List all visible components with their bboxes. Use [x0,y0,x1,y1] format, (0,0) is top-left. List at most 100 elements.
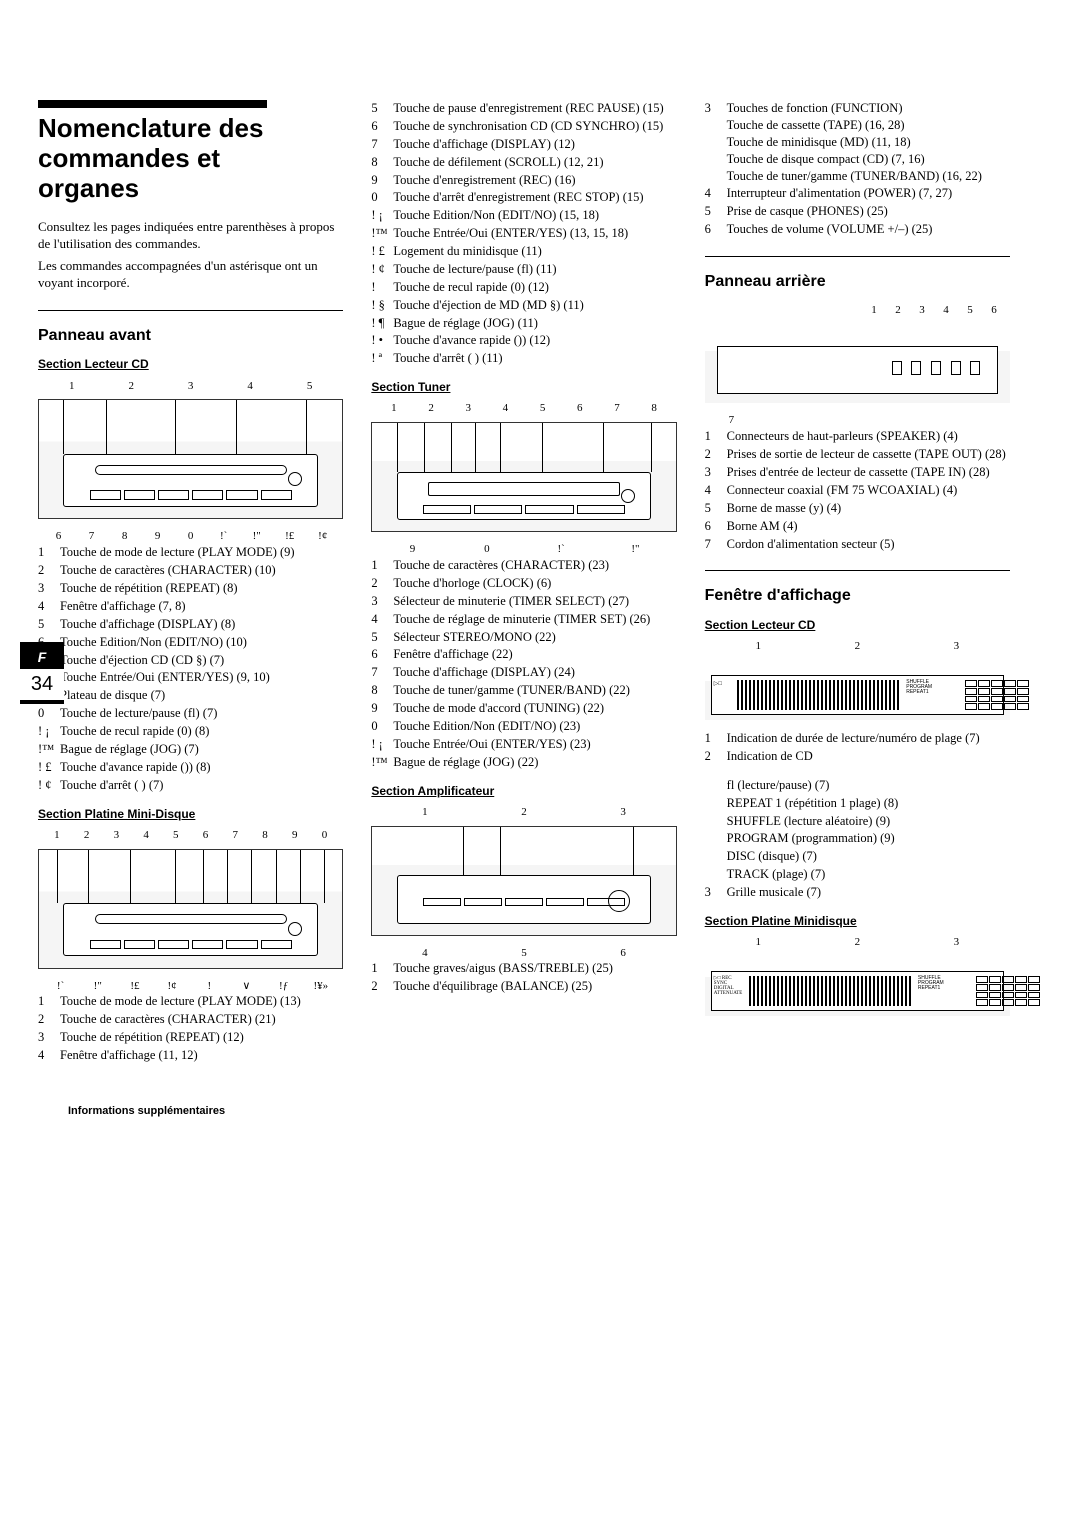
intro-text: Consultez les pages indiquées entre pare… [38,218,343,292]
ref-item: 3Sélecteur de minuterie (TIMER SELECT) (… [371,593,676,610]
ref-item: ! ¡Touche Edition/Non (EDIT/NO) (15, 18) [371,207,676,224]
page-columns: Nomenclature des commandes et organes Co… [38,100,1010,1076]
list-mini-disque: 1Touche de mode de lecture (PLAY MODE) (… [38,993,343,1064]
ref-item: 9Touche d'enregistrement (REC) (16) [371,172,676,189]
ref-item: 5Sélecteur STEREO/MONO (22) [371,629,676,646]
diagram-panneau-arriere [705,323,1010,403]
list-lecteur-cd: 1Touche de mode de lecture (PLAY MODE) (… [38,544,343,793]
page-lang: F [20,648,64,667]
ref-item: 6Borne AM (4) [705,518,1010,535]
tuner-top-callouts: 12345678 [371,401,676,416]
ref-item: ! ¶Bague de réglage (JOG) (11) [371,315,676,332]
ref-item: 8Touche de tuner/gamme (TUNER/BAND) (22) [371,682,676,699]
md-bottom-callouts: !`!"!£!¢!∨!ƒ!¥» [38,979,343,994]
ref-item: 2Touche de caractères (CHARACTER) (10) [38,562,343,579]
list-ampli-cont: 3Touches de fonction (FUNCTION)Touche de… [705,100,1010,238]
ref-item: !Touche de recul rapide (0) (12) [371,279,676,296]
ref-item: ! ¢Touche de lecture/pause (fl) (11) [371,261,676,278]
ref-item: 1Indication de durée de lecture/numéro d… [705,730,1010,747]
ref-item: 6Touches de volume (VOLUME +/–) (25) [705,221,1010,238]
heading-tuner: Section Tuner [371,379,676,395]
column-1: Nomenclature des commandes et organes Co… [38,100,343,1076]
ref-item: 3Touches de fonction (FUNCTION)Touche de… [705,100,1010,184]
disp-cd-callouts: 123 [705,639,1010,654]
page-tab: F 34 [20,642,64,704]
ref-item: 2Indication de CD [705,748,1010,765]
ref-item: 2Touche de caractères (CHARACTER) (21) [38,1011,343,1028]
page-footer: Informations supplémentaires [38,1104,1010,1119]
ref-item: 9Plateau de disque (7) [38,687,343,704]
diagram-display-md: ▷□ RECSYNC DIGITALATTENUATE SHUFFLEPROGR… [705,956,1010,1016]
ref-item: 4Interrupteur d'alimentation (POWER) (7,… [705,185,1010,202]
ref-item: 6Fenêtre d'affichage (22) [371,646,676,663]
ref-item: !™Bague de réglage (JOG) (22) [371,754,676,771]
rear-bottom-callouts: 7 [705,413,1010,428]
ref-item: 3Touche de répétition (REPEAT) (8) [38,580,343,597]
separator [705,256,1010,257]
ref-item: 7Touche d'affichage (DISPLAY) (24) [371,664,676,681]
cd-bottom-callouts: 67890!`!"!£!¢ [38,529,343,544]
display-cd-sublines: fl (lecture/pause) (7)REPEAT 1 (répétiti… [705,777,1010,883]
diagram-display-cd: ▷□ SHUFFLEPROGRAMREPEAT1 [705,660,1010,720]
ref-item: 5Prise de casque (PHONES) (25) [705,203,1010,220]
ref-item: 4Fenêtre d'affichage (7, 8) [38,598,343,615]
ref-item: ! ¡Touche de recul rapide (0) (8) [38,723,343,740]
heading-panneau-avant: Panneau avant [38,325,343,347]
ref-item: 6Touche de synchronisation CD (CD SYNCHR… [371,118,676,135]
cd-top-callouts: 12345 [38,379,343,394]
ref-item: 1Touche de caractères (CHARACTER) (23) [371,557,676,574]
md-top-callouts: 1234567890 [38,828,343,843]
ref-item: 0Touche de lecture/pause (fl) (7) [38,705,343,722]
heading-mini-disque: Section Platine Mini-Disque [38,806,343,822]
page-number: 34 [20,669,64,700]
ref-item: ! §Touche d'éjection de MD (MD §) (11) [371,297,676,314]
list-tuner: 1Touche de caractères (CHARACTER) (23)2T… [371,557,676,771]
ref-item: 4Fenêtre d'affichage (11, 12) [38,1047,343,1064]
ref-item: 3Prises d'entrée de lecteur de cassette … [705,464,1010,481]
ref-item: ! £Touche d'avance rapide ()) (8) [38,759,343,776]
ref-item: ! ¡Touche Entrée/Oui (ENTER/YES) (23) [371,736,676,753]
ref-item: 4Touche de réglage de minuterie (TIMER S… [371,611,676,628]
ref-item: 2Touche d'équilibrage (BALANCE) (25) [371,978,676,995]
ref-item: 2Touche d'horloge (CLOCK) (6) [371,575,676,592]
list-panneau-arriere: 1Connecteurs de haut-parleurs (SPEAKER) … [705,428,1010,552]
ref-item: 2Prises de sortie de lecteur de cassette… [705,446,1010,463]
ref-item: 5Touche d'affichage (DISPLAY) (8) [38,616,343,633]
list-display-cd: 1Indication de durée de lecture/numéro d… [705,730,1010,765]
diagram-ampli [371,826,676,936]
ref-item: ! •Touche d'avance rapide ()) (12) [371,332,676,349]
ampli-bottom-callouts: 456 [371,946,676,961]
ref-item: 0Touche Edition/Non (EDIT/NO) (23) [371,718,676,735]
list-mini-disque-cont: 5Touche de pause d'enregistrement (REC P… [371,100,676,367]
ref-item: 3Touche de répétition (REPEAT) (12) [38,1029,343,1046]
ref-item: 7Cordon d'alimentation secteur (5) [705,536,1010,553]
ref-item: 3Grille musicale (7) [705,884,1010,901]
ref-item: 8Touche Entrée/Oui (ENTER/YES) (9, 10) [38,669,343,686]
tuner-bottom-callouts: 90!`!" [371,542,676,557]
ref-item: 8Touche de défilement (SCROLL) (12, 21) [371,154,676,171]
list-ampli: 1Touche graves/aigus (BASS/TREBLE) (25)2… [371,960,676,995]
column-3: 3Touches de fonction (FUNCTION)Touche de… [705,100,1010,1076]
heading-panneau-arriere: Panneau arrière [705,271,1010,293]
ampli-top-callouts: 123 [371,805,676,820]
ref-item: 5Borne de masse (y) (4) [705,500,1010,517]
ref-item: ! ªTouche d'arrêt ( ) (11) [371,350,676,367]
ref-item: 7Touche d'éjection CD (CD §) (7) [38,652,343,669]
ref-item: 7Touche d'affichage (DISPLAY) (12) [371,136,676,153]
ref-item: 9Touche de mode d'accord (TUNING) (22) [371,700,676,717]
heading-ampli: Section Amplificateur [371,783,676,799]
ref-item: ! £Logement du minidisque (11) [371,243,676,260]
ref-item: ! ¢Touche d'arrêt ( ) (7) [38,777,343,794]
heading-lecteur-cd: Section Lecteur CD [38,356,343,372]
disp-md-callouts: 123 [705,935,1010,950]
ref-item: 4Connecteur coaxial (FM 75 WCOAXIAL) (4) [705,482,1010,499]
heading-fenetre-affichage: Fenêtre d'affichage [705,585,1010,607]
separator [705,570,1010,571]
diagram-mini-disque [38,849,343,969]
heading-disp-md: Section Platine Minidisque [705,913,1010,929]
ref-item: !™Touche Entrée/Oui (ENTER/YES) (13, 15,… [371,225,676,242]
ref-item: 6Touche Edition/Non (EDIT/NO) (10) [38,634,343,651]
column-2: 5Touche de pause d'enregistrement (REC P… [371,100,676,1076]
list-display-cd-tail: 3Grille musicale (7) [705,884,1010,901]
heading-disp-cd: Section Lecteur CD [705,617,1010,633]
